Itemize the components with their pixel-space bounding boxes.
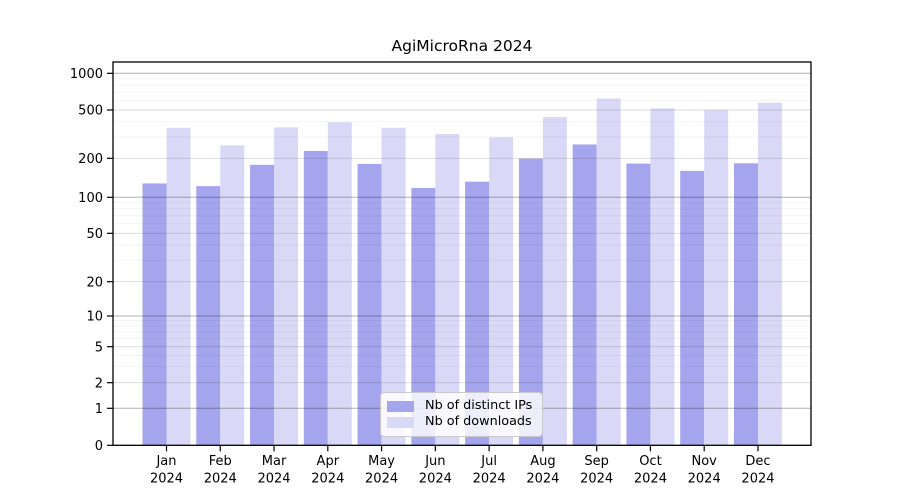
- x-tick-label-month: Feb: [209, 454, 232, 469]
- bar-distinct-ips-apr: [303, 150, 328, 446]
- y-tick-label: 100: [78, 191, 103, 206]
- legend-swatch-downloads: [387, 417, 414, 429]
- bar-distinct-ips-sep: [572, 144, 597, 446]
- x-tick-label-year: 2024: [150, 472, 183, 487]
- x-tick-label-year: 2024: [526, 472, 559, 487]
- x-tick-label-month: Nov: [692, 454, 718, 469]
- x-tick-label-month: Mar: [262, 454, 287, 469]
- x-tick-label-month: Sep: [584, 454, 609, 469]
- legend-row-downloads: Nb of downloads: [387, 416, 534, 429]
- bar-distinct-ips-dec: [733, 163, 758, 446]
- x-tick-label-month: Oct: [639, 454, 661, 469]
- bar-downloads-sep: [596, 98, 621, 446]
- bar-distinct-ips-nov: [680, 170, 705, 446]
- x-tick-label-year: 2024: [741, 472, 774, 487]
- y-tick-label: 500: [78, 104, 103, 119]
- x-tick-label-year: 2024: [473, 472, 506, 487]
- bar-downloads-jan: [166, 127, 191, 446]
- x-tick-label-month: May: [368, 454, 395, 469]
- legend-row-distinct-ips: Nb of distinct IPs: [387, 397, 534, 413]
- bar-distinct-ips-may: [357, 163, 382, 446]
- legend: Nb of distinct IPs Nb of downloads: [380, 392, 543, 437]
- legend-label-distinct-ips: Nb of distinct IPs: [425, 397, 533, 413]
- bar-distinct-ips-mar: [250, 164, 275, 446]
- x-tick-label-year: 2024: [580, 472, 613, 487]
- bar-distinct-ips-feb: [196, 186, 221, 446]
- bar-downloads-dec: [757, 102, 782, 446]
- y-tick-label: 10: [86, 310, 103, 325]
- y-tick-label: 20: [86, 275, 103, 290]
- x-tick-label-month: Apr: [317, 454, 340, 469]
- x-tick-label-month: Dec: [745, 454, 770, 469]
- bar-distinct-ips-jan: [142, 183, 167, 446]
- x-tick-label-month: Jun: [424, 454, 445, 469]
- y-tick-label: 1000: [70, 67, 103, 82]
- x-tick-label-year: 2024: [419, 472, 452, 487]
- y-tick-label: 200: [78, 152, 103, 167]
- x-tick-label-month: Jul: [480, 454, 497, 469]
- legend-label-downloads: Nb of downloads: [425, 414, 532, 430]
- y-tick-label: 1: [95, 402, 103, 417]
- bar-downloads-nov: [704, 110, 729, 446]
- x-tick-label-year: 2024: [634, 472, 667, 487]
- x-tick-label-year: 2024: [688, 472, 721, 487]
- y-tick-label: 50: [86, 227, 103, 242]
- x-tick-label-month: Jan: [155, 454, 176, 469]
- y-tick-label: 5: [95, 340, 103, 355]
- bar-downloads-oct: [650, 108, 675, 446]
- legend-swatch-distinct-ips: [387, 400, 414, 412]
- plot-border: [112, 61, 812, 446]
- x-tick-label-year: 2024: [257, 472, 290, 487]
- x-tick-label-year: 2024: [311, 472, 344, 487]
- chart-title: AgiMicroRna 2024: [391, 37, 533, 55]
- bar-downloads-mar: [274, 127, 299, 446]
- x-tick-label-month: Aug: [530, 454, 555, 469]
- bar-downloads-apr: [327, 122, 352, 446]
- bar-downloads-feb: [220, 145, 245, 446]
- y-tick-label: 2: [95, 376, 103, 391]
- x-tick-label-year: 2024: [365, 472, 398, 487]
- x-tick-label-year: 2024: [204, 472, 237, 487]
- bar-distinct-ips-oct: [626, 163, 651, 446]
- y-tick-label: 0: [95, 439, 103, 454]
- bar-downloads-aug: [542, 117, 567, 446]
